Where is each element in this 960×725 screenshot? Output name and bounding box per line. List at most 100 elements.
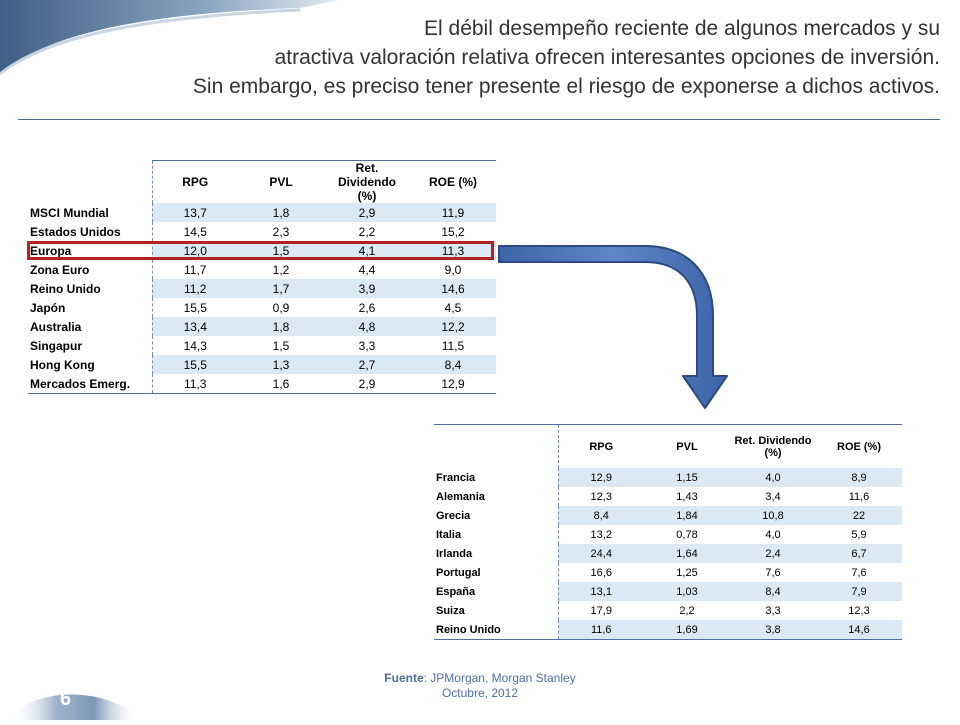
source-label: Fuente: [384, 671, 424, 685]
table-cell: 13,1: [557, 582, 644, 601]
table-cell: 12,0: [151, 241, 238, 260]
row-label: Reino Unido: [434, 620, 558, 640]
table-row: Europa 12,0 1,5 4,1 11,3: [28, 241, 496, 260]
table-row: Italia 13,2 0,78 4,0 5,9: [434, 525, 902, 544]
table-cell: 1,69: [644, 620, 730, 640]
table-cell: 1,2: [272, 262, 290, 277]
table-row: España 13,1 1,03 8,4 7,9: [434, 582, 902, 601]
table-row: Mercados Emerg. 11,3 1,6 2,9 12,9: [28, 374, 496, 394]
table-cell: 12,9: [557, 468, 644, 487]
table-cell: 4,4: [358, 262, 376, 277]
header-dividend: Ret. Dividendo (%): [324, 160, 410, 203]
table-row: Suiza 17,9 2,2 3,3 12,3: [434, 601, 902, 620]
title-line-3: Sin embargo, es preciso tener presente e…: [192, 75, 940, 98]
table-cell: 3,8: [730, 620, 816, 640]
table-cell: 11,6: [557, 620, 644, 640]
table-cell: 4,0: [765, 528, 781, 541]
table-cell: 6,7: [816, 544, 902, 563]
table-cell: 2,9: [324, 203, 410, 222]
table-cell: 12,3: [848, 604, 870, 617]
table-cell: 15,2: [441, 224, 465, 239]
header-rpg: RPG: [151, 160, 238, 203]
table-cell: 4,8: [324, 317, 410, 336]
table-cell: 11,3: [410, 241, 496, 260]
table-cell: 12,9: [410, 374, 496, 394]
table-cell: 8,4: [730, 582, 816, 601]
table-cell: 12,2: [410, 317, 496, 336]
table-cell: 4,0: [730, 468, 816, 487]
title-line-2: atractiva valoración relativa ofrecen in…: [274, 46, 940, 69]
row-label: Japón: [30, 300, 66, 315]
header-swoosh-decoration: [0, 0, 340, 76]
table-cell: 1,7: [238, 279, 324, 298]
table-cell: 3,4: [765, 490, 781, 503]
row-label: Mercados Emerg.: [28, 374, 152, 394]
table-row: Singapur 14,3 1,5 3,3 11,5: [28, 336, 496, 355]
table-cell: 13,7: [151, 203, 238, 222]
table-cell: 11,7: [151, 260, 238, 279]
header-corner: [28, 161, 152, 204]
table-cell: 10,8: [730, 506, 816, 525]
table-cell: 1,03: [644, 582, 730, 601]
table-row: Alemania 12,3 1,43 3,4 11,6: [434, 487, 902, 506]
table-cell: 1,3: [238, 355, 324, 374]
table-cell: 0,78: [676, 528, 698, 541]
page-number-tab: 6: [0, 676, 150, 720]
source-note: Fuente: JPMorgan, Morgan Stanley Octubre…: [360, 671, 600, 701]
row-label: Alemania: [436, 490, 485, 503]
table-cell: 0,9: [272, 300, 290, 315]
europa-highlight-box: [27, 241, 494, 260]
table-header-row: RPG PVL Ret. Dividendo (%) ROE (%): [28, 160, 496, 204]
header-corner: [434, 424, 558, 468]
row-label: Singapur: [30, 338, 83, 353]
table-cell: 11,3: [151, 374, 238, 394]
table-cell: 1,43: [676, 490, 698, 503]
row-label: Suiza: [436, 604, 465, 617]
table-cell: 14,5: [151, 222, 238, 241]
header-rpg: RPG: [557, 424, 644, 468]
table-cell: 1,25: [676, 566, 698, 579]
slide-title: El débil desempeño reciente de algunos m…: [40, 14, 940, 101]
table-cell: 14,6: [816, 620, 902, 640]
table-row: Francia 12,9 1,15 4,0 8,9: [434, 468, 902, 487]
row-label: Australia: [30, 319, 82, 334]
table-cell: 8,4: [410, 355, 496, 374]
table-cell: 13,2: [557, 525, 644, 544]
table-cell: 1,8: [238, 317, 324, 336]
table-header-row: RPG PVL Ret. Dividendo (%) ROE (%): [434, 424, 902, 468]
header-roe: ROE (%): [410, 160, 496, 203]
table-cell: 11,2: [151, 279, 238, 298]
row-label: Grecia: [436, 509, 471, 522]
table-cell: 14,6: [410, 279, 496, 298]
table-cell: 8,9: [816, 468, 902, 487]
table-cell: 16,6: [557, 563, 644, 582]
table-row: Irlanda 24,4 1,64 2,4 6,7: [434, 544, 902, 563]
table-cell: 2,3: [272, 224, 290, 239]
table-row: Australia 13,4 1,8 4,8 12,2: [28, 317, 496, 336]
row-label: Europa: [30, 243, 72, 258]
table-cell: 2,7: [324, 355, 410, 374]
table-cell: 7,6: [765, 566, 781, 579]
table-cell: 1,84: [644, 506, 730, 525]
row-label: Zona Euro: [30, 262, 90, 277]
table-cell: 17,9: [557, 601, 644, 620]
table-cell: 8,4: [557, 506, 644, 525]
row-label: Francia: [436, 471, 476, 484]
table-cell: 11,9: [410, 203, 496, 222]
curved-down-arrow-icon: [498, 245, 728, 409]
row-label: Irlanda: [436, 547, 473, 560]
table-row: Zona Euro 11,7 1,2 4,4 9,0: [28, 260, 496, 279]
table-row: Grecia 8,4 1,84 10,8 22: [434, 506, 902, 525]
table-cell: 11,5: [441, 338, 465, 353]
header-dividend: Ret. Dividendo (%): [730, 424, 816, 468]
table-cell: 5,9: [851, 528, 867, 541]
table-cell: 2,4: [730, 544, 816, 563]
table-cell: 1,8: [238, 203, 324, 222]
title-line-1: El débil desempeño reciente de algunos m…: [424, 17, 940, 40]
markets-valuation-table: RPG PVL Ret. Dividendo (%) ROE (%) MSCI M…: [28, 160, 496, 394]
table-cell: 7,6: [851, 566, 867, 579]
table-cell: 11,6: [848, 490, 870, 503]
table-cell: 2,2: [679, 604, 695, 617]
table-cell: 12,3: [557, 487, 644, 506]
source-text: : JPMorgan, Morgan Stanley: [423, 671, 576, 685]
